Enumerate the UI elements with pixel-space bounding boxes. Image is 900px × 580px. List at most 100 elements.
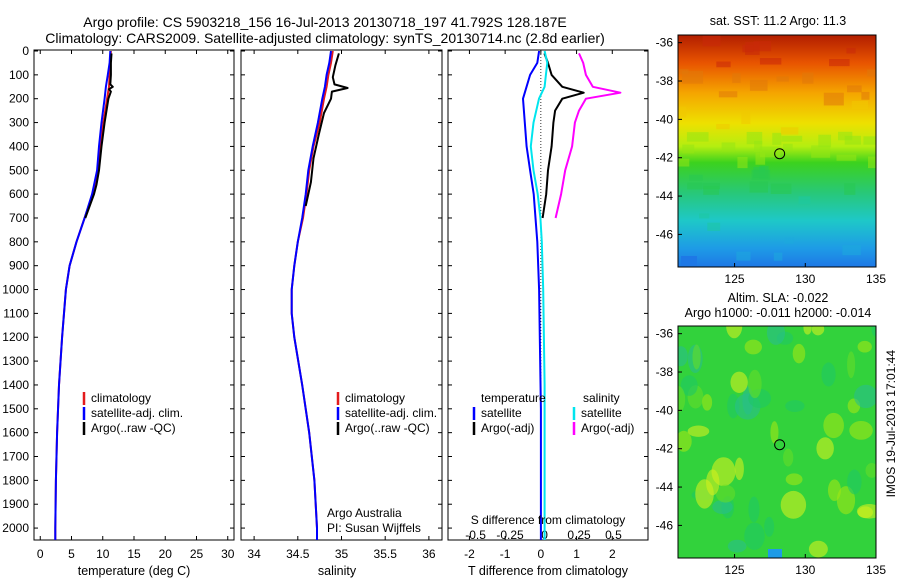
- sla-map-subtitle: Argo h1000: -0.011 h2000: -0.014: [685, 306, 872, 320]
- float-position-marker: [774, 439, 786, 451]
- sst-cell: [836, 154, 857, 161]
- sst-cell: [823, 92, 844, 106]
- lon-tick-label: 125: [725, 563, 745, 577]
- sst-cell: [745, 42, 760, 55]
- sst-cell: [681, 256, 697, 267]
- credit-pi: PI: Susan Wijffels: [327, 521, 421, 535]
- sla-axes-box: [677, 325, 877, 559]
- lat-tick-label: -44: [656, 189, 674, 203]
- sla-cell: [712, 499, 733, 514]
- figure-title-line-1: Argo profile: CS 5903218_156 16-Jul-2013…: [83, 14, 567, 30]
- x-tick-label: 1: [573, 547, 580, 561]
- x-tick-label: 36: [422, 547, 436, 561]
- legend-s-argo: Argo(-adj): [581, 421, 634, 435]
- sla-field: [678, 326, 876, 558]
- depth-tick-label: 700: [9, 211, 29, 225]
- lat-tick-label: -40: [656, 112, 674, 126]
- s-tick-label: -0.25: [496, 528, 524, 542]
- sst-cell: [781, 135, 803, 142]
- salinity-legend: climatology satellite-adj. clim. Argo(..…: [327, 391, 437, 535]
- lon-tick-label: 135: [866, 563, 886, 577]
- sst-cell: [759, 146, 781, 158]
- sst-cell: [802, 72, 814, 84]
- sst-cell: [772, 132, 782, 145]
- sla-cell: [785, 473, 803, 486]
- legend-temperature-heading: temperature: [481, 391, 546, 405]
- sst-cell: [847, 85, 862, 93]
- sst-cell: [716, 61, 731, 68]
- x-tick-label: 2: [609, 547, 616, 561]
- sst-cell: [784, 237, 794, 244]
- sla-cell: [836, 486, 856, 515]
- sla-cell: [849, 420, 873, 440]
- depth-tick-label: 1600: [2, 426, 29, 440]
- sst-cell: [687, 182, 703, 190]
- temperature-xlabel: temperature (deg C): [78, 564, 191, 578]
- sla-cell: [792, 343, 806, 364]
- sst-cell: [716, 123, 730, 130]
- series-group: [522, 50, 622, 540]
- legend-climatology: climatology: [345, 391, 405, 405]
- depth-tick-label: 1000: [2, 283, 29, 297]
- sst-cell: [753, 41, 772, 52]
- depth-tick-label: 1400: [2, 378, 29, 392]
- sla-texture: [678, 326, 876, 558]
- x-tick-label: 15: [127, 547, 141, 561]
- sla-cell: [871, 326, 876, 337]
- legend-satellite-adj: satellite-adj. clim.: [345, 406, 437, 420]
- lat-tick-label: -38: [656, 74, 674, 88]
- lat-tick-label: -46: [656, 518, 674, 532]
- sla-cell: [702, 394, 713, 411]
- legend-argo: Argo(..raw -QC): [345, 421, 430, 435]
- series-line-salinity-satellite: [529, 50, 549, 540]
- depth-tick-label: 0: [22, 44, 29, 58]
- depth-tick-label: 1200: [2, 330, 29, 344]
- depth-tick-label: 600: [9, 187, 29, 201]
- sla-map: Altim. SLA: -0.022 Argo h1000: -0.011 h2…: [656, 291, 887, 577]
- sla-cell: [780, 490, 807, 519]
- depth-tick-label: 100: [9, 68, 29, 82]
- x-tick-label: 0: [538, 547, 545, 561]
- sla-cell: [680, 375, 698, 396]
- salinity-axes-box: [240, 49, 443, 541]
- lon-tick-label: 135: [866, 272, 886, 286]
- sst-map: sat. SST: 11.2 Argo: 11.3 -36 -38 -40 -42 -4…: [656, 14, 887, 286]
- sst-cell: [818, 134, 832, 148]
- sla-cell: [770, 421, 779, 444]
- depth-tick-label: 400: [9, 139, 29, 153]
- series-line-argo-raw-qc-: [304, 53, 349, 207]
- x-tick-label: -2: [464, 547, 475, 561]
- sst-cell: [868, 156, 876, 169]
- sst-cell: [844, 183, 856, 195]
- series-line-temperature-argo-adj-: [541, 53, 585, 219]
- sla-cell: [734, 457, 744, 481]
- sst-cell: [679, 69, 689, 75]
- series-line-salinity-argo-adj-: [554, 52, 622, 219]
- sla-cell: [678, 346, 688, 367]
- sst-cell: [759, 165, 769, 179]
- series-group: [54, 50, 114, 540]
- sst-cell: [776, 76, 789, 82]
- depth-tick-label: 1500: [2, 402, 29, 416]
- sst-axes-box: [677, 34, 877, 268]
- sst-cell: [863, 136, 876, 145]
- temperature-panel: 0100200300400500600700800900100011001200…: [2, 44, 234, 561]
- sst-cell: [811, 145, 831, 158]
- sla-cell: [865, 463, 876, 478]
- depth-tick-label: 200: [9, 92, 29, 106]
- lon-tick-label: 125: [725, 272, 745, 286]
- sla-cell: [856, 504, 876, 519]
- difference-legend: temperature salinity satellite Argo(-adj…: [471, 391, 635, 527]
- sst-cell: [746, 131, 763, 145]
- sst-map-title: sat. SST: 11.2 Argo: 11.3: [710, 14, 846, 28]
- legend-t-argo: Argo(-adj): [481, 421, 534, 435]
- x-tick-label: 35: [335, 547, 349, 561]
- legend-s-satellite: satellite: [581, 406, 622, 420]
- depth-tick-label: 1900: [2, 497, 29, 511]
- sla-cell: [785, 400, 805, 412]
- sst-cell: [736, 251, 751, 261]
- sst-cell: [759, 58, 782, 65]
- legend-salinity-heading: salinity: [583, 391, 620, 405]
- x-tick-label: 30: [221, 547, 235, 561]
